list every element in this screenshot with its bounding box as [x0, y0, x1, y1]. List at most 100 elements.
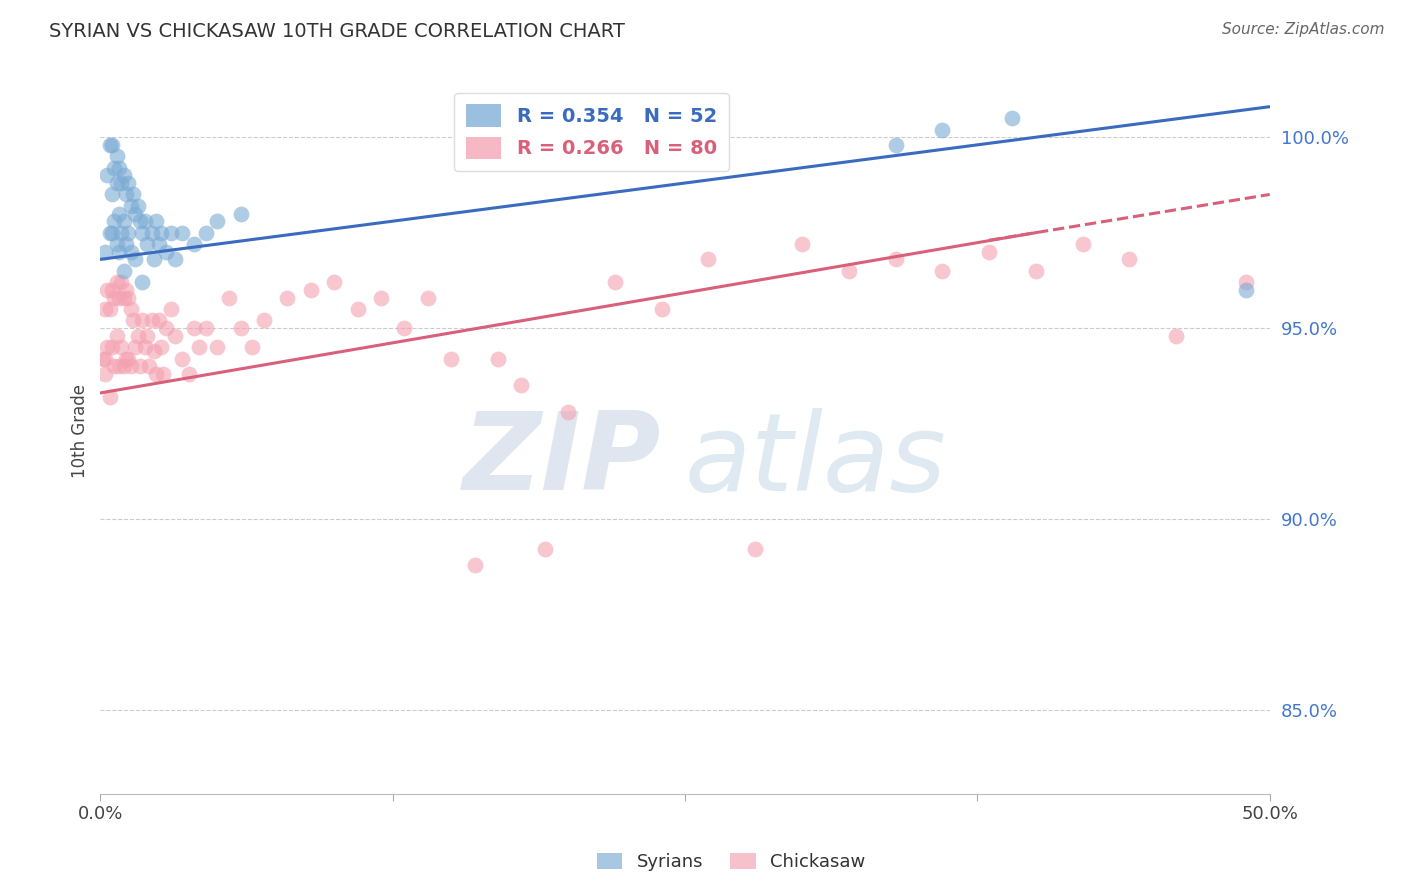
- Point: [131, 226, 153, 240]
- Point: [112, 264, 135, 278]
- Point: [138, 359, 160, 374]
- Point: [884, 252, 907, 267]
- Point: [370, 291, 392, 305]
- Point: [108, 206, 131, 220]
- Point: [1234, 275, 1257, 289]
- Point: [103, 214, 125, 228]
- Legend: R = 0.354   N = 52, R = 0.266   N = 80: R = 0.354 N = 52, R = 0.266 N = 80: [454, 93, 728, 170]
- Point: [187, 340, 209, 354]
- Point: [98, 226, 121, 240]
- Point: [141, 226, 163, 240]
- Point: [96, 169, 118, 183]
- Point: [977, 244, 1000, 259]
- Point: [112, 214, 135, 228]
- Point: [172, 351, 194, 366]
- Point: [120, 199, 142, 213]
- Point: [150, 226, 173, 240]
- Point: [110, 275, 132, 289]
- Point: [96, 340, 118, 354]
- Point: [207, 214, 229, 228]
- Point: [103, 161, 125, 175]
- Point: [110, 226, 132, 240]
- Point: [218, 291, 240, 305]
- Point: [124, 252, 146, 267]
- Point: [838, 264, 860, 278]
- Point: [253, 313, 276, 327]
- Point: [115, 351, 138, 366]
- Point: [1001, 111, 1024, 125]
- Point: [931, 122, 953, 136]
- Point: [1071, 237, 1094, 252]
- Point: [931, 264, 953, 278]
- Point: [115, 237, 138, 252]
- Text: ZIP: ZIP: [463, 407, 662, 513]
- Point: [150, 340, 173, 354]
- Point: [127, 199, 149, 213]
- Point: [101, 187, 124, 202]
- Point: [103, 359, 125, 374]
- Point: [884, 137, 907, 152]
- Point: [464, 558, 486, 572]
- Point: [105, 149, 128, 163]
- Point: [194, 321, 217, 335]
- Point: [129, 214, 152, 228]
- Point: [651, 301, 673, 316]
- Point: [120, 359, 142, 374]
- Point: [101, 283, 124, 297]
- Point: [105, 237, 128, 252]
- Point: [165, 328, 187, 343]
- Y-axis label: 10th Grade: 10th Grade: [72, 384, 89, 478]
- Point: [112, 169, 135, 183]
- Point: [159, 226, 181, 240]
- Point: [148, 313, 170, 327]
- Point: [108, 359, 131, 374]
- Point: [165, 252, 187, 267]
- Point: [101, 340, 124, 354]
- Point: [440, 351, 463, 366]
- Point: [152, 367, 174, 381]
- Point: [117, 176, 139, 190]
- Point: [172, 226, 194, 240]
- Point: [143, 252, 166, 267]
- Point: [207, 340, 229, 354]
- Point: [183, 321, 205, 335]
- Point: [145, 367, 167, 381]
- Point: [101, 226, 124, 240]
- Point: [131, 275, 153, 289]
- Point: [110, 176, 132, 190]
- Point: [557, 405, 579, 419]
- Point: [136, 237, 159, 252]
- Point: [94, 301, 117, 316]
- Point: [416, 291, 439, 305]
- Text: Source: ZipAtlas.com: Source: ZipAtlas.com: [1222, 22, 1385, 37]
- Point: [129, 359, 152, 374]
- Point: [98, 301, 121, 316]
- Point: [91, 351, 114, 366]
- Point: [122, 187, 145, 202]
- Point: [744, 542, 766, 557]
- Legend: Syrians, Chickasaw: Syrians, Chickasaw: [589, 846, 873, 879]
- Point: [94, 244, 117, 259]
- Point: [155, 321, 177, 335]
- Point: [159, 301, 181, 316]
- Point: [134, 214, 156, 228]
- Point: [115, 283, 138, 297]
- Point: [1166, 328, 1188, 343]
- Point: [117, 291, 139, 305]
- Point: [131, 313, 153, 327]
- Point: [145, 214, 167, 228]
- Point: [533, 542, 555, 557]
- Point: [394, 321, 416, 335]
- Text: SYRIAN VS CHICKASAW 10TH GRADE CORRELATION CHART: SYRIAN VS CHICKASAW 10TH GRADE CORRELATI…: [49, 22, 626, 41]
- Point: [603, 275, 626, 289]
- Point: [183, 237, 205, 252]
- Point: [94, 367, 117, 381]
- Point: [96, 283, 118, 297]
- Point: [136, 328, 159, 343]
- Point: [299, 283, 322, 297]
- Point: [240, 340, 263, 354]
- Point: [346, 301, 368, 316]
- Point: [276, 291, 298, 305]
- Point: [103, 291, 125, 305]
- Point: [105, 176, 128, 190]
